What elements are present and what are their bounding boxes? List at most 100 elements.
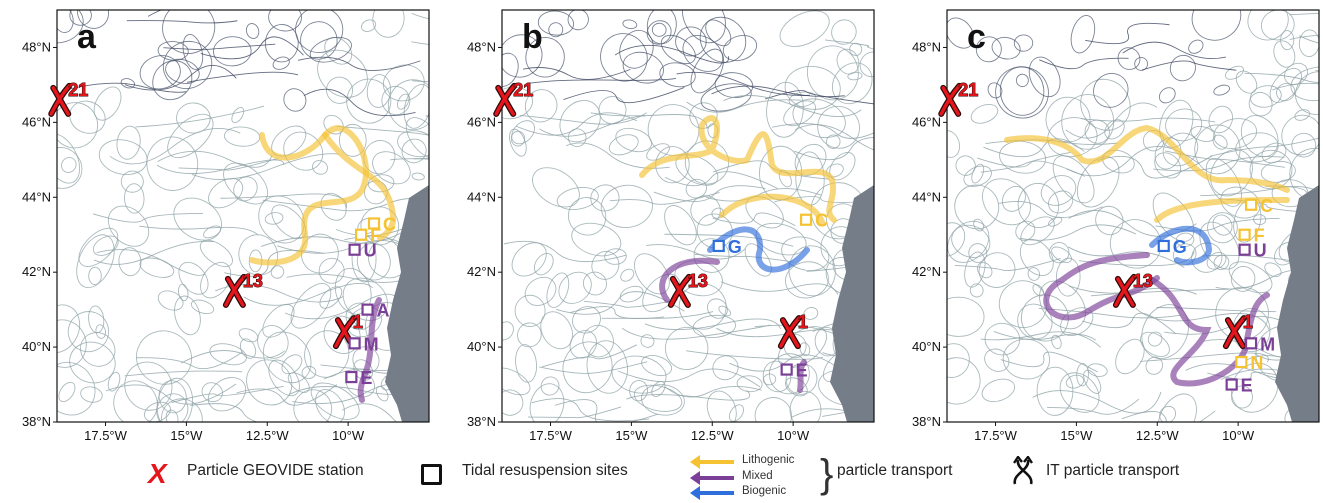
station-label: 13 <box>1133 271 1153 291</box>
site-label: U <box>364 241 377 261</box>
it-transport-icon <box>1013 456 1033 485</box>
legend: X Particle GEOVIDE station Tidal resuspe… <box>0 450 1323 503</box>
station-marker <box>938 82 963 117</box>
y-tick-label: 44°N <box>22 189 51 204</box>
trajectory-line <box>719 193 825 225</box>
site-marker <box>1157 239 1170 253</box>
site-marker <box>348 243 361 256</box>
site-label: A <box>377 301 390 321</box>
site-label: F <box>1254 226 1265 246</box>
x-tick-label: 15°W <box>170 428 203 443</box>
figure-maps: 17.5°W 15°W 12.5°W 10°W 38°N 40°N 42°N 44°N 46°N… <box>22 9 1320 443</box>
site-label: E <box>796 361 808 381</box>
map-background <box>57 10 429 422</box>
station-label: 1 <box>353 312 363 332</box>
site-marker <box>1244 198 1258 211</box>
trajectory-line <box>249 125 369 266</box>
x-tick-label: 17.5°W <box>84 428 128 443</box>
site-marker <box>1244 337 1258 350</box>
y-tick-label: 48°N <box>467 39 496 54</box>
y-tick-label: 40°N <box>22 339 51 354</box>
site-marker <box>367 217 381 230</box>
site-marker <box>1238 243 1251 256</box>
site-marker <box>780 363 793 376</box>
y-tick-label: 42°N <box>22 264 51 279</box>
x-tick-label: 10°W <box>1222 428 1255 443</box>
y-tick-label: 44°N <box>467 189 496 204</box>
trajectory-line <box>797 359 807 393</box>
site-label: C <box>815 211 828 231</box>
x-tick-label: 12.5°W <box>1136 428 1180 443</box>
trajectory-line <box>322 132 397 241</box>
site-marker <box>799 213 813 226</box>
y-tick-label: 42°N <box>912 264 941 279</box>
legend-it-label: IT particle transport <box>1046 462 1180 479</box>
trajectory-line <box>1154 197 1290 223</box>
y-tick-label: 46°N <box>22 114 51 129</box>
y-tick-label: 40°N <box>467 339 496 354</box>
arrow-left-icon <box>690 471 700 485</box>
panel-label: c <box>967 18 986 56</box>
x-tick-label: 17.5°W <box>974 428 1018 443</box>
map-frame <box>501 9 875 423</box>
y-tick-label: 46°N <box>912 114 941 129</box>
panel-label: b <box>522 18 543 56</box>
map-frame <box>946 9 1320 423</box>
trajectory-line <box>1149 225 1213 266</box>
site-label: F <box>370 226 381 246</box>
station-marker <box>1222 315 1247 350</box>
station-marker <box>48 82 73 117</box>
site-label: G <box>1173 237 1187 257</box>
x-tick-label: 17.5°W <box>529 428 573 443</box>
station-label: 21 <box>68 80 88 100</box>
site-label: E <box>360 368 372 388</box>
station-marker <box>222 273 247 308</box>
y-tick-label: 48°N <box>912 39 941 54</box>
x-tick-label: 10°W <box>332 428 365 443</box>
site-marker-icon <box>421 464 442 485</box>
station-label: 13 <box>688 271 708 291</box>
site-label: N <box>1250 353 1263 373</box>
site-marker <box>1235 355 1248 369</box>
panel-a: 17.5°W 15°W 12.5°W 10°W 38°N 40°N 42°N 44°N 46°N… <box>22 9 430 443</box>
y-tick-label: 48°N <box>22 39 51 54</box>
site-marker <box>361 303 374 316</box>
site-marker <box>1225 378 1238 391</box>
site-marker <box>354 228 368 241</box>
x-tick-label: 15°W <box>615 428 648 443</box>
site-marker <box>712 239 725 253</box>
trajectory-line <box>659 257 720 303</box>
trajectory-line <box>707 226 810 273</box>
land-mass <box>1275 185 1319 422</box>
site-label: M <box>364 334 379 354</box>
legend-sites-label: Tidal resuspension sites <box>462 462 628 479</box>
legend-mixed-label: Mixed <box>742 470 773 482</box>
y-tick-label: 44°N <box>912 189 941 204</box>
legend-transport-label: particle transport <box>837 462 953 479</box>
panel-b: 17.5°W 15°W 12.5°W 10°W 38°N 40°N 42°N 44°N 46°N… <box>467 9 875 443</box>
site-marker <box>1238 228 1251 241</box>
arrow-left-icon <box>690 486 700 500</box>
trajectory-line <box>1004 124 1290 193</box>
y-tick-label: 40°N <box>912 339 941 354</box>
legend-biogenic: Biogenic <box>690 485 830 500</box>
y-tick-label: 46°N <box>467 114 496 129</box>
y-tick-label: 38°N <box>467 414 496 429</box>
station-label: 1 <box>798 312 808 332</box>
legend-station-label: Particle GEOVIDE station <box>187 462 364 479</box>
trajectory-line <box>1149 277 1270 387</box>
station-marker <box>493 82 518 117</box>
site-label: E <box>1241 376 1253 396</box>
site-label: C <box>383 214 396 234</box>
y-tick-label: 38°N <box>22 414 51 429</box>
site-label: C <box>1260 196 1273 216</box>
panel-label: a <box>77 18 97 56</box>
x-tick-label: 12.5°W <box>246 428 290 443</box>
station-marker <box>777 315 802 350</box>
station-marker <box>667 273 692 308</box>
station-label: 1 <box>1243 312 1253 332</box>
arrow-left-icon <box>690 455 700 469</box>
panel-c: 17.5°W 15°W 12.5°W 10°W 38°N 40°N 42°N 44°N 46°N… <box>912 9 1320 443</box>
site-label: U <box>1254 241 1267 261</box>
station-label: 21 <box>513 80 533 100</box>
